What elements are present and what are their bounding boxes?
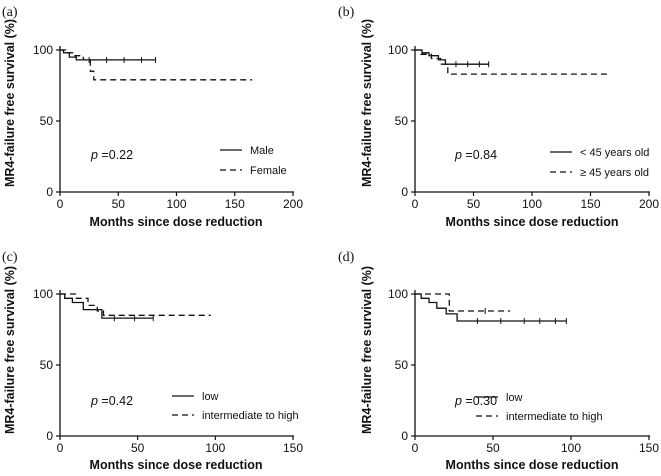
panel-a-y-tick-label: 100	[33, 43, 53, 57]
panel-a-legend-label: Female	[250, 165, 287, 177]
panel-c-p-value: p =0.42	[90, 394, 133, 408]
panel-a-y-tick-label: 0	[46, 185, 53, 199]
panel-b-series-solid	[415, 49, 489, 65]
panel-d-x-tick-label: 0	[412, 441, 419, 455]
panel-d-series-dashed	[415, 293, 511, 312]
panel-c-x-tick-label: 0	[57, 441, 64, 455]
panel-a-xlabel: Months since dose reduction	[90, 215, 263, 229]
panel-d: (d) MR4-failure free survival (%) Months…	[338, 250, 659, 472]
panel-b-x-tick-label: 50	[467, 197, 481, 211]
panel-c-ylabel: MR4-failure free survival (%)	[3, 266, 17, 434]
panel-a-series-dashed	[60, 49, 253, 81]
panel-d-legend-label: low	[506, 392, 523, 404]
panel-a: (a) MR4-failure free survival (%) Months…	[2, 5, 303, 229]
panel-b-series-dashed	[415, 49, 608, 75]
panel-a-p-value: p =0.22	[90, 148, 133, 162]
panel-b-p-value: p =0.84	[454, 148, 497, 162]
panel-a-legend-label: Male	[250, 145, 274, 157]
panel-b-y-tick-label: 50	[395, 114, 409, 128]
panel-d-legend-label: intermediate to high	[506, 411, 603, 423]
panel-b-x-tick-label: 0	[412, 197, 419, 211]
panel-d-ylabel: MR4-failure free survival (%)	[360, 266, 374, 434]
panel-d-plot: 0 50 100 150 0 50 100 low intermediate to high	[388, 287, 659, 455]
panel-b-y-tick-label: 0	[401, 185, 408, 199]
panel-b: (b) MR4-failure free survival (%) Months…	[338, 5, 659, 229]
panel-b-label: (b)	[338, 5, 355, 20]
panel-c-xlabel: Months since dose reduction	[90, 458, 263, 472]
panel-a-plot: 0 50 100 150 200 0 50 100 Male Female	[33, 43, 303, 211]
panel-b-legend-label: < 45 years old	[580, 147, 649, 159]
panel-b-ylabel: MR4-failure free survival (%)	[360, 19, 374, 187]
panel-b-xlabel: Months since dose reduction	[446, 215, 619, 229]
panel-d-xlabel: Months since dose reduction	[446, 458, 619, 472]
panel-c-label: (c)	[2, 250, 18, 265]
panel-d-x-tick-label: 150	[639, 441, 659, 455]
panel-c-legend-label: low	[202, 391, 219, 403]
panel-c-y-tick-label: 50	[40, 358, 54, 372]
panel-a-label: (a)	[2, 5, 18, 20]
panel-a-x-tick-label: 0	[57, 197, 64, 211]
panel-c-legend-label: intermediate to high	[202, 410, 299, 422]
panel-d-y-tick-label: 100	[388, 287, 408, 301]
panel-c-plot: 0 50 100 150 0 50 100 low intermediate to high	[33, 287, 303, 455]
panel-c-series-dashed	[60, 293, 211, 316]
panel-b-x-tick-label: 200	[639, 197, 659, 211]
panel-a-y-tick-label: 50	[40, 114, 54, 128]
panel-d-series-solid	[415, 293, 567, 322]
panel-d-x-tick-label: 50	[486, 441, 500, 455]
panel-b-y-tick-label: 100	[388, 43, 408, 57]
panel-b-legend-label: ≥ 45 years old	[580, 167, 649, 179]
panel-a-x-tick-label: 200	[283, 197, 303, 211]
panel-c-series-solid	[60, 293, 154, 319]
panel-d-p-value: p =0.30	[454, 394, 497, 408]
panel-b-x-tick-label: 150	[580, 197, 600, 211]
panel-d-label: (d)	[338, 250, 355, 265]
panel-c: (c) MR4-failure free survival (%) Months…	[2, 250, 303, 472]
panel-a-x-tick-label: 50	[112, 197, 126, 211]
panel-c-x-tick-label: 50	[131, 441, 145, 455]
panel-d-y-tick-label: 0	[401, 429, 408, 443]
panel-c-y-tick-label: 0	[46, 429, 53, 443]
panel-a-x-tick-label: 100	[166, 197, 186, 211]
panel-a-ylabel: MR4-failure free survival (%)	[3, 19, 17, 187]
panel-a-x-tick-label: 150	[225, 197, 245, 211]
panel-d-y-tick-label: 50	[395, 358, 409, 372]
panel-d-x-tick-label: 100	[561, 441, 581, 455]
panel-b-plot: 0 50 100 150 200 0 50 100 < 45 years old ≥ 45 yea…	[388, 43, 659, 211]
panel-c-y-tick-label: 100	[33, 287, 53, 301]
panel-c-x-tick-label: 100	[205, 441, 225, 455]
panel-c-x-tick-label: 150	[283, 441, 303, 455]
panel-b-x-tick-label: 100	[522, 197, 542, 211]
